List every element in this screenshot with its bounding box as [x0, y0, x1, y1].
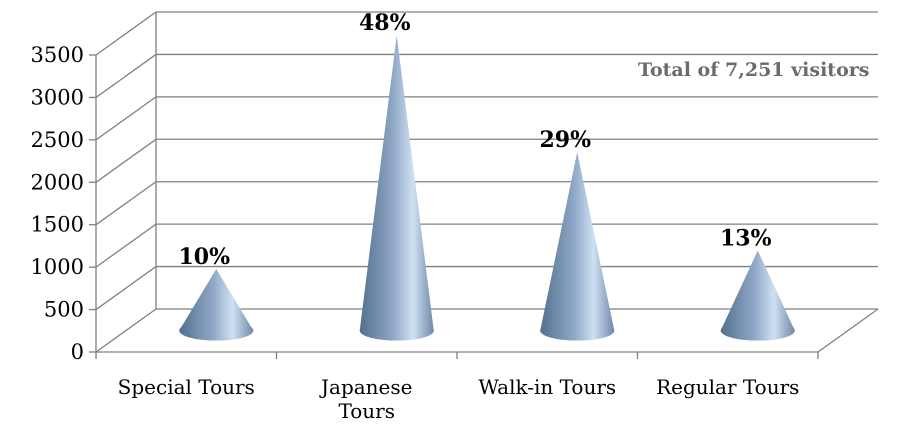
- cone-body: [720, 250, 795, 341]
- cone-body: [179, 268, 254, 341]
- data-label: 29%: [539, 127, 591, 153]
- y-tick-label: 2000: [31, 170, 84, 194]
- data-label: 48%: [359, 10, 411, 36]
- cones: [179, 35, 795, 341]
- x-category-label: Regular Tours: [656, 375, 799, 399]
- cone-bar: [720, 250, 795, 341]
- gridline: [95, 138, 878, 183]
- y-tick-label: 500: [44, 298, 84, 322]
- x-category-label: Japanese Tours: [319, 375, 412, 423]
- cone-body: [359, 35, 434, 341]
- cone-body: [540, 152, 615, 341]
- total-visitors-annotation: Total of 7,251 visitors: [638, 59, 869, 81]
- y-tick-label: 3500: [31, 43, 84, 67]
- axes: [89, 54, 879, 359]
- gridlines: [95, 11, 878, 353]
- y-tick-label: 2500: [31, 128, 84, 152]
- y-tick-label: 0: [71, 340, 84, 364]
- category-labels: Special Tours Japanese Tours Walk-in Tours R…: [118, 375, 800, 423]
- gridline: [95, 11, 878, 56]
- cone-bar: [179, 268, 254, 341]
- y-tick-label: 1000: [31, 255, 84, 279]
- data-label: 13%: [720, 225, 772, 251]
- y-axis-ticks: 0 500 1000 1500 2000 2500 3000 3500: [31, 43, 84, 364]
- x-category-label: Walk-in Tours: [478, 375, 616, 399]
- data-label: 10%: [178, 244, 230, 270]
- y-tick-label: 3000: [31, 85, 84, 109]
- gridline: [95, 96, 878, 141]
- data-labels: 10% 48% 29% 13%: [178, 10, 771, 270]
- y-tick-label: 1500: [31, 213, 84, 237]
- cone-bar: [359, 35, 434, 341]
- cone-bar: [540, 152, 615, 341]
- gridline: [95, 181, 878, 226]
- x-category-label: Special Tours: [118, 375, 255, 399]
